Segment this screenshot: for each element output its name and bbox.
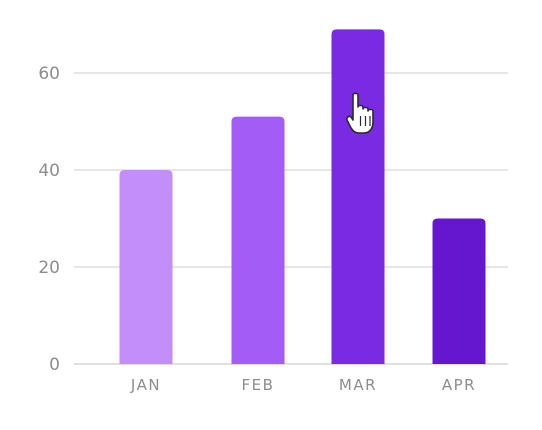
x-tick-label-mar: MAR (339, 376, 377, 394)
bar-mar[interactable] (331, 29, 385, 364)
y-tick-label-0: 0 (49, 355, 60, 375)
x-tick-label-feb: FEB (242, 376, 275, 394)
x-tick-label-apr: APR (442, 376, 476, 394)
bars (119, 29, 486, 365)
bar-apr[interactable] (432, 218, 486, 365)
x-axis-category-labels: JAN FEB MAR APR (130, 376, 476, 394)
y-tick-label-40: 40 (38, 161, 60, 181)
x-tick-label-jan: JAN (130, 376, 161, 394)
y-tick-label-20: 20 (38, 258, 60, 278)
bar-jan[interactable] (119, 170, 173, 364)
y-tick-label-60: 60 (38, 64, 60, 84)
bar-feb[interactable] (231, 116, 285, 365)
y-axis-tick-labels: 0 20 40 60 (38, 64, 60, 375)
hand-pointer-icon (346, 92, 374, 134)
